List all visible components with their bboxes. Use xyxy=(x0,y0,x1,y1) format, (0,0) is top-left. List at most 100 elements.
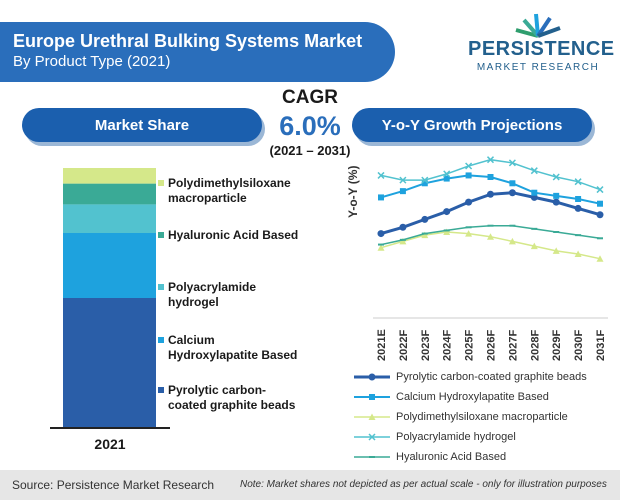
point-polydimethylsiloxane-macroparticle xyxy=(421,231,429,239)
title-band: Europe Urethral Bulking Systems Market B… xyxy=(0,22,395,82)
point-polyacrylamide-hydrogel xyxy=(574,178,582,186)
series-line-hyaluronic-acid-based xyxy=(380,224,601,246)
point-hyaluronic-acid-based xyxy=(421,232,428,235)
point-polyacrylamide-hydrogel xyxy=(465,162,473,170)
legend-label: Pyrolytic carbon-coated graphite beads xyxy=(168,383,296,412)
legend-swatch xyxy=(158,387,164,393)
point-pyrolytic-carbon-coated-graphite-beads xyxy=(596,211,604,219)
legend-label: Hyaluronic Acid Based xyxy=(168,228,299,242)
x-tick-label: 2026F xyxy=(486,330,498,361)
point-hyaluronic-acid-based xyxy=(509,224,516,227)
point-pyrolytic-carbon-coated-graphite-beads xyxy=(377,230,385,238)
yoy-pill: Y-o-Y Growth Projections xyxy=(352,108,592,142)
legend-swatch xyxy=(158,180,164,186)
market-share-pill: Market Share xyxy=(22,108,262,142)
x-tick-label: 2029F xyxy=(551,330,563,361)
point-pyrolytic-carbon-coated-graphite-beads xyxy=(552,198,560,206)
legend-swatch xyxy=(158,337,164,343)
legend-label: Hyaluronic Acid Based xyxy=(396,451,507,463)
bar-segment-polyacrylamide-hydrogel xyxy=(63,204,156,233)
point-calcium-hydroxylapatite-based xyxy=(465,172,472,179)
legend-label: Calcium Hydroxylapatite Based xyxy=(168,333,298,362)
footer: Source: Persistence Market Research Note… xyxy=(0,470,620,500)
bar-segment-pyrolytic-carbon-coated-graphite-beads xyxy=(63,298,156,428)
point-polyacrylamide-hydrogel xyxy=(486,156,495,164)
point-calcium-hydroxylapatite-based xyxy=(421,180,428,187)
x-tick-label: 2023F xyxy=(420,330,432,361)
x-tick-label: 2027F xyxy=(507,330,519,361)
legend-label: Polyacrylamide hydrogel xyxy=(168,280,257,309)
chart-title: Europe Urethral Bulking Systems Market xyxy=(13,31,363,51)
point-polydimethylsiloxane-macroparticle xyxy=(552,247,560,254)
cagr-value: 6.0% xyxy=(279,111,341,141)
legend-line-swatch xyxy=(354,394,390,400)
point-hyaluronic-acid-based xyxy=(487,224,494,227)
point-polydimethylsiloxane-macroparticle xyxy=(574,250,582,257)
legend-label: Calcium Hydroxylapatite Based xyxy=(396,391,549,403)
point-calcium-hydroxylapatite-based xyxy=(487,174,494,180)
point-pyrolytic-carbon-coated-graphite-beads xyxy=(574,204,582,212)
series-line-calcium-hydroxylapatite-based xyxy=(380,174,601,205)
bar-legend-item-polydimethylsiloxane-macroparticle: Polydimethylsiloxane macroparticle xyxy=(158,176,291,206)
point-polydimethylsiloxane-macroparticle xyxy=(530,242,538,250)
point-polydimethylsiloxane-macroparticle xyxy=(487,233,494,240)
point-polydimethylsiloxane-macroparticle xyxy=(465,230,473,237)
legend-swatch xyxy=(158,232,164,238)
legend-label: Polydimethylsiloxane macroparticle xyxy=(168,176,291,205)
logo-sub: MARKET RESEARCH xyxy=(476,62,600,73)
line-legend-item-polydimethylsiloxane-macroparticle: Polydimethylsiloxane macroparticle xyxy=(352,408,568,426)
point-calcium-hydroxylapatite-based xyxy=(531,189,538,196)
legend-label: Polyacrylamide hydrogel xyxy=(396,431,516,443)
point-legend-calcium-hydroxylapatite-based xyxy=(369,394,375,400)
point-polydimethylsiloxane-macroparticle xyxy=(399,237,407,245)
bar-segment-calcium-hydroxylapatite-based xyxy=(63,233,156,298)
x-tick-label: 2022F xyxy=(398,330,410,361)
logo-name: PERSISTENCE xyxy=(468,38,615,60)
legend-line-swatch xyxy=(354,433,390,441)
point-hyaluronic-acid-based xyxy=(378,243,384,246)
point-pyrolytic-carbon-coated-graphite-beads xyxy=(443,208,451,216)
point-calcium-hydroxylapatite-based xyxy=(575,196,582,202)
point-polyacrylamide-hydrogel xyxy=(596,186,604,194)
point-polyacrylamide-hydrogel xyxy=(399,176,407,184)
bar-segment-hyaluronic-acid-based xyxy=(63,183,156,205)
point-pyrolytic-carbon-coated-graphite-beads xyxy=(465,198,473,206)
point-polydimethylsiloxane-macroparticle xyxy=(508,237,516,245)
x-tick-label: 2021E xyxy=(376,329,388,361)
bar-legend-item-pyrolytic-carbon-coated-graphite-beads: Pyrolytic carbon-coated graphite beads xyxy=(158,383,296,413)
line-legend-item-hyaluronic-acid-based: Hyaluronic Acid Based xyxy=(352,448,506,466)
bar-legend-item-polyacrylamide-hydrogel: Polyacrylamide hydrogel xyxy=(158,280,257,310)
point-hyaluronic-acid-based xyxy=(531,227,538,230)
point-polydimethylsiloxane-macroparticle xyxy=(443,228,451,235)
point-legend-polyacrylamide-hydrogel xyxy=(368,433,376,441)
x-tick-label: 2028F xyxy=(529,330,541,361)
cagr-label: CAGR xyxy=(282,87,338,108)
point-polyacrylamide-hydrogel xyxy=(377,171,385,179)
point-hyaluronic-acid-based xyxy=(553,231,560,233)
point-legend-hyaluronic-acid-based xyxy=(369,456,375,458)
x-tick-label: 2024F xyxy=(442,330,454,361)
point-pyrolytic-carbon-coated-graphite-beads xyxy=(530,193,538,201)
legend-line-swatch xyxy=(354,456,390,458)
source-text: Source: Persistence Market Research xyxy=(12,478,215,492)
point-polyacrylamide-hydrogel xyxy=(530,167,538,175)
point-calcium-hydroxylapatite-based xyxy=(399,188,406,195)
point-calcium-hydroxylapatite-based xyxy=(597,200,603,207)
legend-line-swatch xyxy=(354,373,390,381)
point-hyaluronic-acid-based xyxy=(597,237,603,240)
bar-legend-item-calcium-hydroxylapatite-based: Calcium Hydroxylapatite Based xyxy=(158,333,298,363)
point-polyacrylamide-hydrogel xyxy=(552,173,560,181)
series-line-pyrolytic-carbon-coated-graphite-beads xyxy=(380,191,601,236)
point-polyacrylamide-hydrogel xyxy=(508,159,516,167)
point-pyrolytic-carbon-coated-graphite-beads xyxy=(508,189,516,197)
cagr-range: (2021 – 2031) xyxy=(269,143,351,158)
x-tick-label: 2030F xyxy=(573,330,585,361)
point-hyaluronic-acid-based xyxy=(399,238,406,241)
series-line-polyacrylamide-hydrogel xyxy=(380,158,601,191)
logo-burst-icon xyxy=(515,13,561,38)
point-pyrolytic-carbon-coated-graphite-beads xyxy=(421,215,429,223)
bar-legend-item-hyaluronic-acid-based: Hyaluronic Acid Based xyxy=(158,228,299,243)
brand-logo: PERSISTENCE MARKET RESEARCH xyxy=(468,10,615,80)
note-text: Note: Market shares not depicted as per … xyxy=(240,479,607,490)
point-legend-pyrolytic-carbon-coated-graphite-beads xyxy=(368,373,376,381)
